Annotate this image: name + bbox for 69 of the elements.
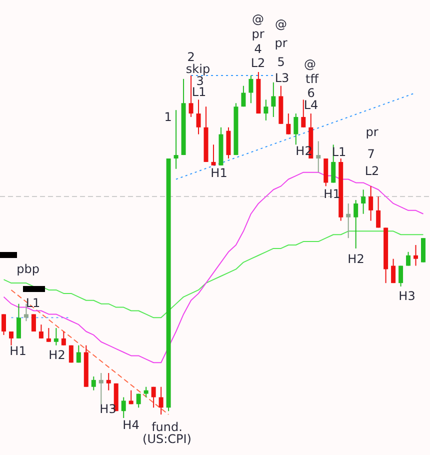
text: pr xyxy=(252,27,264,42)
annotation: H3 xyxy=(100,402,116,416)
text: pr xyxy=(274,36,288,50)
annotation: H1 xyxy=(210,166,228,180)
candlestick xyxy=(61,331,66,346)
annotation: L1 xyxy=(26,296,40,310)
candlestick xyxy=(2,314,6,336)
candlestick xyxy=(188,74,194,118)
candlestick xyxy=(354,200,358,249)
candlestick xyxy=(301,99,306,128)
candlestick xyxy=(121,396,126,418)
text: 5 xyxy=(277,55,285,70)
annotation: L3 xyxy=(274,71,290,86)
text: 2 xyxy=(187,50,195,64)
text: 4 xyxy=(254,42,262,56)
annotation: L4 xyxy=(304,98,318,112)
candlestick xyxy=(346,202,351,239)
annotation: 1 xyxy=(164,110,172,124)
candlestick xyxy=(286,113,291,135)
candlestick xyxy=(316,140,321,173)
candlestick xyxy=(31,314,36,332)
text: @ xyxy=(304,57,316,72)
candlestick xyxy=(151,386,156,408)
candlestick xyxy=(136,393,141,408)
candlestick xyxy=(106,372,111,391)
candlestick xyxy=(248,74,254,104)
candlestick xyxy=(406,251,411,266)
candlestick xyxy=(158,386,164,416)
candlestick xyxy=(8,331,14,346)
candlestick xyxy=(361,189,366,214)
candlestick xyxy=(391,258,396,284)
text: H4 xyxy=(122,418,140,432)
annotation: pbp xyxy=(16,262,40,276)
annotation: tff xyxy=(306,72,320,86)
candlestick xyxy=(144,386,148,398)
candlestick xyxy=(91,376,96,391)
candlestick xyxy=(368,186,374,222)
candlestick xyxy=(76,344,81,364)
annotation: H2 xyxy=(48,348,66,362)
annotation: pr xyxy=(366,125,378,140)
text: (US:CPI) xyxy=(142,432,192,446)
candlestick xyxy=(98,372,104,405)
annotation: 6 xyxy=(307,86,315,100)
candlestick xyxy=(264,99,268,121)
candlestick xyxy=(196,99,201,135)
candlestick xyxy=(16,303,21,339)
annotation: H1 xyxy=(10,344,26,358)
annotation: 7 xyxy=(367,147,375,162)
candlestick xyxy=(414,244,418,266)
candlestick xyxy=(271,82,276,118)
candlestick xyxy=(211,144,216,166)
candlestick xyxy=(46,328,51,342)
text: @ xyxy=(252,12,264,26)
candlestick xyxy=(128,390,134,405)
candlestick xyxy=(241,85,246,108)
candlestick xyxy=(54,328,58,346)
candlestick xyxy=(376,196,381,228)
annotation: skip xyxy=(186,62,210,76)
candlestick xyxy=(174,110,178,170)
text: fund. xyxy=(152,420,182,434)
candlestick xyxy=(38,324,44,339)
candlestick xyxy=(398,265,404,288)
text: @ xyxy=(275,17,287,32)
annotation: L2 xyxy=(364,164,380,178)
candlestick xyxy=(24,303,28,322)
annotation: H2 xyxy=(348,252,364,266)
annotation: H3 xyxy=(398,289,416,304)
text: L2 xyxy=(250,56,266,70)
candlestick xyxy=(294,113,298,146)
